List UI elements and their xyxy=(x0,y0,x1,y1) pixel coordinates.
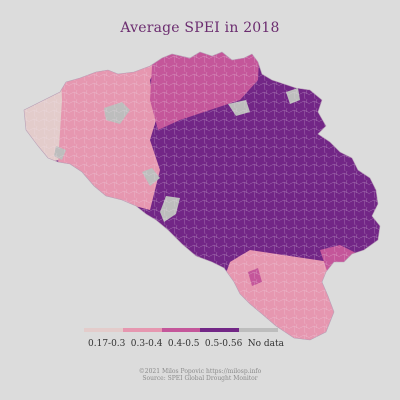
legend-labels: 0.17-0.3 0.3-0.4 0.4-0.5 0.5-0.56 No dat… xyxy=(84,339,284,349)
legend-swatch-4 xyxy=(239,328,278,332)
legend-label-0: 0.17-0.3 xyxy=(88,339,126,349)
credit-author: ©2021 Milos Popovic https://milosp.info xyxy=(138,368,262,375)
legend-swatch-1 xyxy=(122,328,162,332)
legend: 0.17-0.3 0.3-0.4 0.4-0.5 0.5-0.56 No dat… xyxy=(84,328,284,356)
map-title: Average SPEI in 2018 xyxy=(120,20,280,36)
legend-label-2: 0.4-0.5 xyxy=(167,339,200,349)
legend-swatch-2 xyxy=(161,328,201,332)
credit-source: Source: SPEI Global Drought Monitor xyxy=(142,375,258,382)
legend-label-4: No data xyxy=(247,339,284,349)
legend-swatch-0 xyxy=(84,328,123,332)
legend-bar xyxy=(84,328,278,332)
country-outline xyxy=(23,51,381,341)
legend-label-1: 0.3-0.4 xyxy=(130,339,163,349)
legend-label-3: 0.5-0.56 xyxy=(204,339,243,349)
legend-swatch-3 xyxy=(200,328,240,332)
